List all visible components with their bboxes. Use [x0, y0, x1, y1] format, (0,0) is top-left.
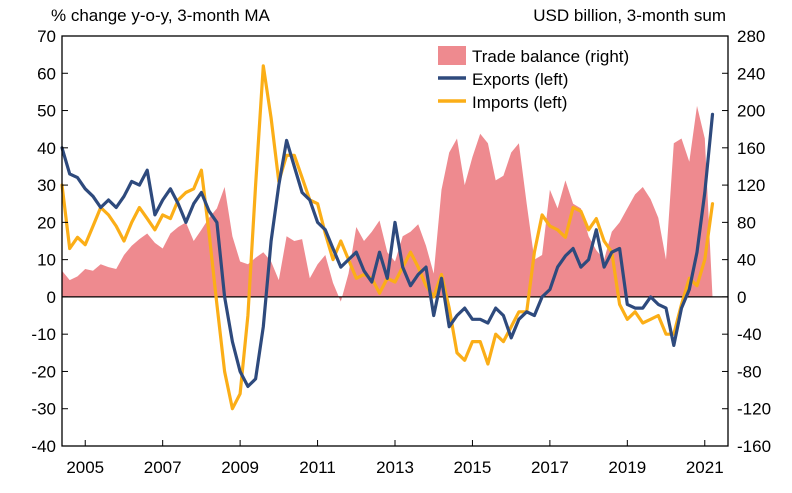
legend: Trade balance (right) Exports (left) Impor… [438, 46, 629, 112]
left-tick-label: 0 [47, 288, 56, 307]
x-tick-label: 2011 [299, 458, 336, 477]
left-tick-label: -40 [31, 437, 56, 456]
left-tick-label: 10 [37, 251, 56, 270]
right-tick-label: 240 [737, 64, 765, 83]
left-tick-label: 40 [37, 139, 56, 158]
left-tick-label: -20 [31, 362, 56, 381]
series-line-layer [60, 64, 715, 411]
left-tick-label: -30 [31, 400, 56, 419]
right-tick-label: -160 [737, 437, 771, 456]
left-tick-label: 20 [37, 213, 56, 232]
trade-balance-area [62, 105, 713, 302]
x-tick-label: 2007 [144, 458, 182, 477]
left-tick-label: 70 [37, 27, 56, 46]
right-axis-unit-label: USD billion, 3-month sum [533, 6, 726, 25]
right-tick-label: 280 [737, 27, 765, 46]
x-tick-label: 2005 [66, 458, 104, 477]
x-tick-label: 2017 [531, 458, 569, 477]
right-tick-label: -40 [737, 325, 762, 344]
left-tick-label: 30 [37, 176, 56, 195]
right-tick-label: -80 [737, 362, 762, 381]
x-tick-label: 2015 [454, 458, 492, 477]
left-axis-unit-label: % change y-o-y, 3-month MA [51, 6, 270, 25]
left-tick-label: 50 [37, 102, 56, 121]
left-tick-label: 60 [37, 64, 56, 83]
right-tick-label: 120 [737, 176, 765, 195]
legend-swatch-trade-balance [438, 46, 466, 65]
right-tick-label: 0 [737, 288, 746, 307]
right-tick-label: 200 [737, 102, 765, 121]
right-tick-label: 160 [737, 139, 765, 158]
x-tick-label: 2009 [221, 458, 259, 477]
right-axis: -160 -120 -80 -40 0 40 80 120 160 200 240 280 [722, 27, 771, 456]
x-tick-label: 2019 [608, 458, 646, 477]
right-tick-label: 80 [737, 213, 756, 232]
x-tick-label: 2021 [686, 458, 724, 477]
trade-balance-area-layer [62, 105, 713, 302]
legend-label-imports: Imports (left) [472, 93, 567, 112]
legend-label-exports: Exports (left) [472, 70, 568, 89]
legend-label-trade-balance: Trade balance (right) [472, 47, 629, 66]
exports-line [60, 112, 715, 388]
left-axis: -40 -30 -20 -10 0 10 20 30 40 50 60 70 [31, 27, 68, 456]
left-tick-label: -10 [31, 325, 56, 344]
right-tick-label: -120 [737, 400, 771, 419]
x-tick-label: 2013 [376, 458, 414, 477]
right-tick-label: 40 [737, 251, 756, 270]
x-axis: 2005 2007 2009 2011 2013 2015 2017 2019 2021 [66, 440, 724, 477]
